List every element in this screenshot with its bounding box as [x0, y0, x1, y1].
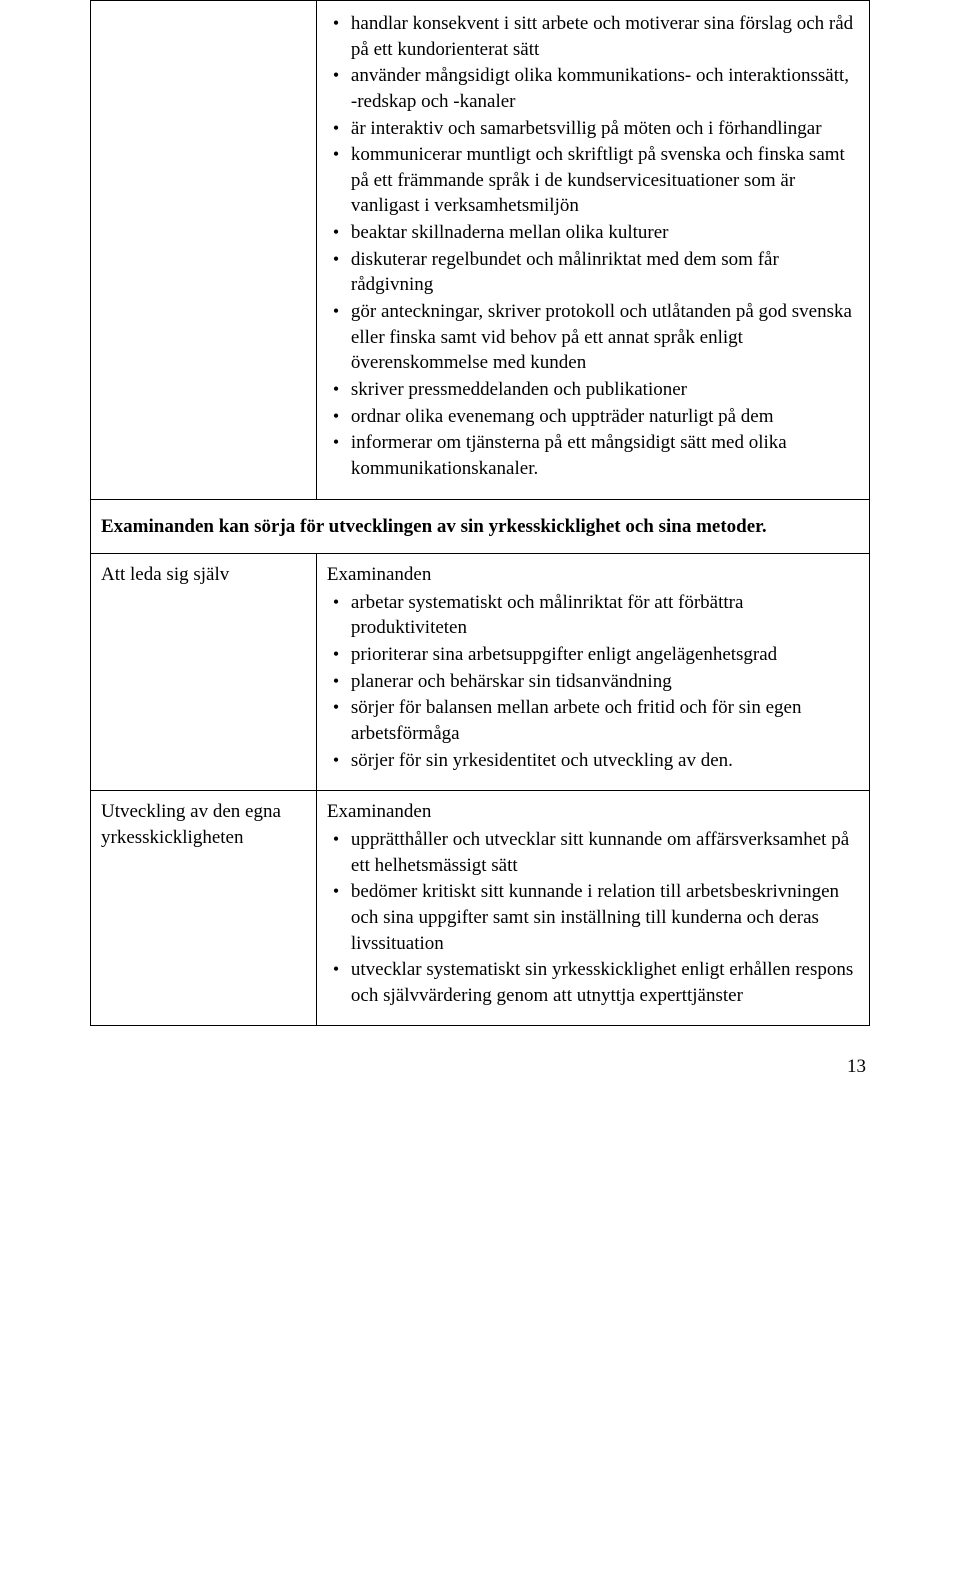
- criteria-intro: Examinanden: [327, 799, 859, 825]
- criteria-right-cell: Examinanden upprätthåller och utvecklar …: [316, 791, 869, 1026]
- criteria-list: upprätthåller och utvecklar sitt kunnand…: [327, 827, 859, 1008]
- list-item: sörjer för balansen mellan arbete och fr…: [351, 695, 859, 746]
- list-item: ordnar olika evenemang och uppträder nat…: [351, 404, 859, 430]
- criteria-topic: Att leda sig själv: [101, 564, 229, 585]
- list-item: sörjer för sin yrkesidentitet och utveck…: [351, 748, 859, 774]
- criteria-left-cell: [91, 1, 317, 500]
- list-item: använder mångsidigt olika kommunikations…: [351, 63, 859, 114]
- list-item: är interaktiv och samarbetsvillig på möt…: [351, 116, 859, 142]
- list-item: prioriterar sina arbetsuppgifter enligt …: [351, 642, 859, 668]
- criteria-right-cell: handlar konsekvent i sitt arbete och mot…: [316, 1, 869, 500]
- criteria-intro: Examinanden: [327, 562, 859, 588]
- list-item: handlar konsekvent i sitt arbete och mot…: [351, 11, 859, 62]
- list-item: beaktar skillnaderna mellan olika kultur…: [351, 220, 859, 246]
- criteria-list: handlar konsekvent i sitt arbete och mot…: [327, 11, 859, 482]
- list-item: skriver pressmeddelanden och publikation…: [351, 377, 859, 403]
- table-row: Utveckling av den egna yrkesskicklighete…: [91, 791, 870, 1026]
- list-item: planerar och behärskar sin tidsanvändnin…: [351, 669, 859, 695]
- page-number: 13: [90, 1056, 870, 1078]
- criteria-left-cell: Att leda sig själv: [91, 554, 317, 791]
- list-item: diskuterar regelbundet och målinriktat m…: [351, 247, 859, 298]
- table-row: handlar konsekvent i sitt arbete och mot…: [91, 1, 870, 500]
- criteria-left-cell: Utveckling av den egna yrkesskicklighete…: [91, 791, 317, 1026]
- section-heading-cell: Examinanden kan sörja för utvecklingen a…: [91, 499, 870, 554]
- criteria-right-cell: Examinanden arbetar systematiskt och mål…: [316, 554, 869, 791]
- list-item: upprätthåller och utvecklar sitt kunnand…: [351, 827, 859, 878]
- list-item: bedömer kritiskt sitt kunnande i relatio…: [351, 879, 859, 956]
- criteria-topic: Utveckling av den egna yrkesskicklighete…: [101, 801, 281, 848]
- criteria-list: arbetar systematiskt och målinriktat för…: [327, 590, 859, 773]
- list-item: kommunicerar muntligt och skriftligt på …: [351, 142, 859, 219]
- list-item: gör anteckningar, skriver protokoll och …: [351, 299, 859, 376]
- table-row: Att leda sig själv Examinanden arbetar s…: [91, 554, 870, 791]
- criteria-table: handlar konsekvent i sitt arbete och mot…: [90, 0, 870, 1026]
- list-item: informerar om tjänsterna på ett mångsidi…: [351, 430, 859, 481]
- list-item: arbetar systematiskt och målinriktat för…: [351, 590, 859, 641]
- table-row: Examinanden kan sörja för utvecklingen a…: [91, 499, 870, 554]
- section-heading: Examinanden kan sörja för utvecklingen a…: [101, 516, 767, 537]
- document-page: handlar konsekvent i sitt arbete och mot…: [0, 0, 960, 1138]
- list-item: utvecklar systematiskt sin yrkesskicklig…: [351, 957, 859, 1008]
